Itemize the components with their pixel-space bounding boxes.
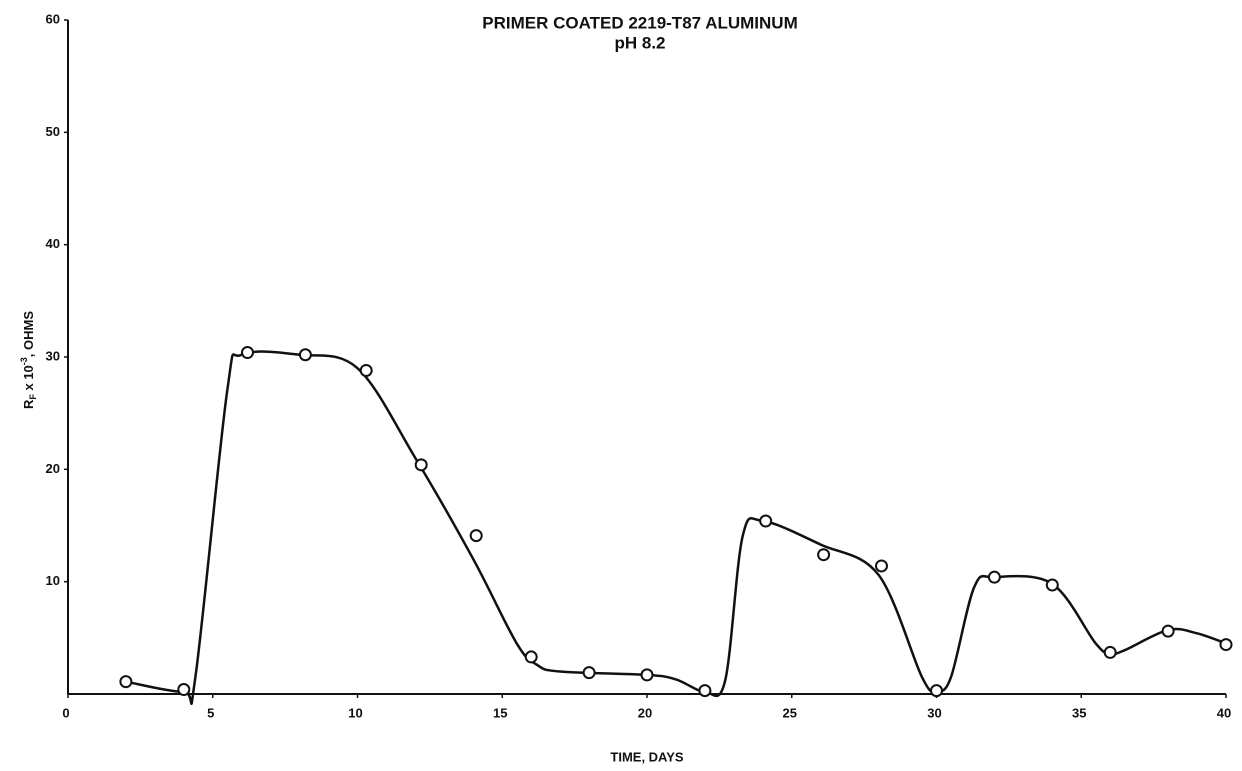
data-point [874,559,888,573]
x-tick-label: 25 [783,705,797,720]
data-point [817,548,831,562]
data-point [698,684,712,698]
x-tick-label: 30 [927,705,941,720]
data-point [177,683,191,697]
y-tick-label: 10 [46,573,60,588]
data-point [640,668,654,682]
data-point [987,570,1001,584]
y-tick-label: 50 [46,124,60,139]
data-point [298,348,312,362]
y-label-part: F [28,394,38,400]
y-axis-label: RF x 10-3, OHMS [19,311,38,409]
y-label-part: -3 [19,357,29,365]
y-label-part: R [21,399,36,409]
y-label-part: , OHMS [21,311,36,358]
data-point [469,529,483,543]
data-point [359,363,373,377]
data-point [759,514,773,528]
y-tick-label: 20 [46,461,60,476]
fit-curve [125,350,1227,706]
y-tick-label: 30 [46,348,60,363]
data-point [1161,624,1175,638]
data-point [240,346,254,360]
x-tick-label: 15 [493,705,507,720]
data-point [1045,578,1059,592]
x-tick-label: 40 [1217,705,1231,720]
data-point [414,458,428,472]
chart-subtitle: pH 8.2 [614,33,665,52]
x-axis-label: TIME, DAYS [610,749,684,764]
y-label-part: x 10 [21,365,36,394]
x-tick-label: 5 [207,705,214,720]
x-tick-label: 10 [348,705,362,720]
x-tick-label: 20 [638,705,652,720]
chart-title: PRIMER COATED 2219-T87 ALUMINUM [482,13,797,32]
y-tick-label: 40 [46,236,60,251]
data-point [524,650,538,664]
x-tick-label: 35 [1072,705,1086,720]
y-tick-label: 60 [46,11,60,26]
data-point [582,666,596,680]
x-tick-label: 0 [62,705,69,720]
data-point [119,675,133,689]
data-point [1103,645,1117,659]
data-point [1219,638,1233,652]
data-point [930,684,943,698]
